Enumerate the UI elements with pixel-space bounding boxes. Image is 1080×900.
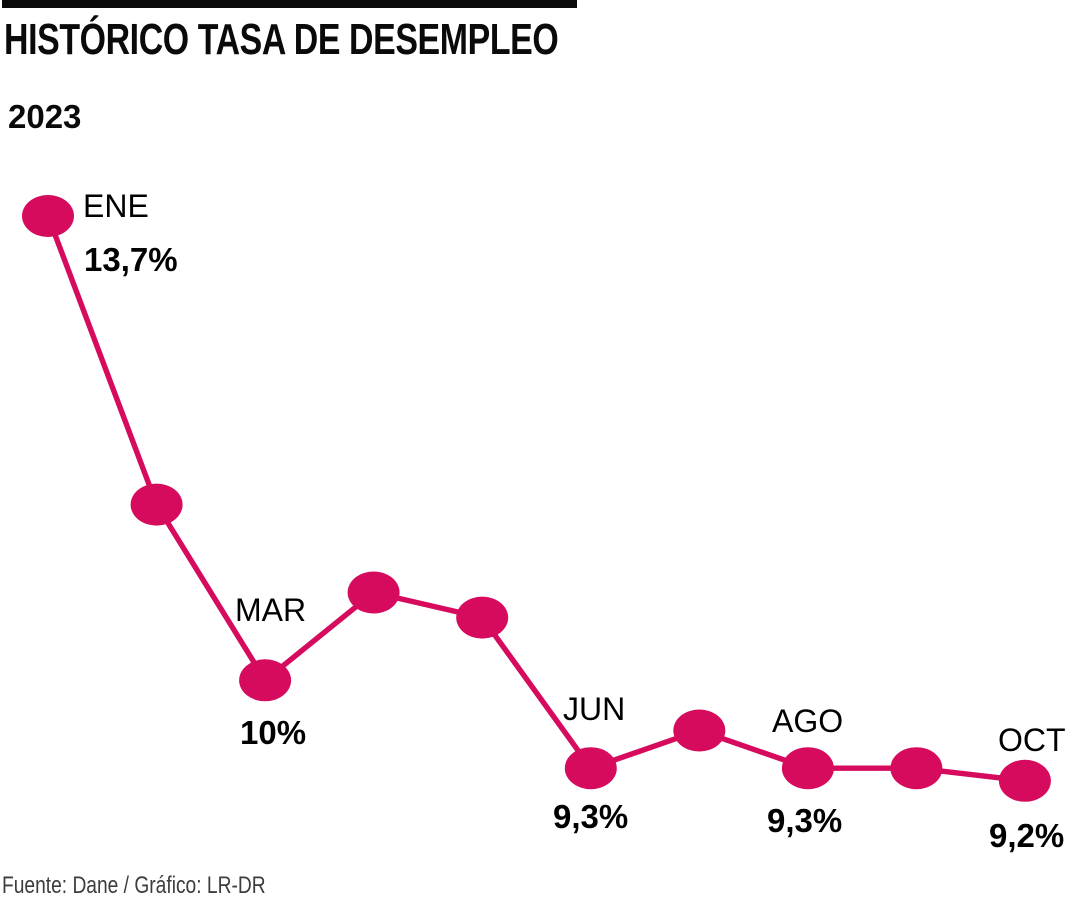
data-point-jul: [673, 709, 726, 752]
year-label: 2023: [8, 98, 82, 135]
data-point-feb: [130, 483, 183, 526]
month-label-ene: ENE: [83, 188, 149, 224]
chart-title: HISTÓRICO TASA DE DESEMPLEO: [4, 15, 559, 64]
data-point-abr: [347, 571, 400, 614]
data-point-sep: [890, 747, 943, 790]
month-label-jun: JUN: [563, 691, 626, 727]
trend-line: [45, 215, 1026, 784]
value-label-oct: 9,2%: [989, 817, 1065, 854]
month-label-mar: MAR: [235, 592, 307, 628]
value-label-mar: 10%: [240, 714, 307, 751]
month-label-oct: OCT: [998, 722, 1066, 758]
data-point-may: [456, 596, 509, 639]
source-credit: Fuente: Dane / Gráfico: LR-DR: [2, 872, 266, 899]
data-point-ene: [22, 195, 74, 237]
value-label-ago: 9,3%: [767, 802, 843, 839]
data-point-mar: [239, 659, 292, 702]
value-label-jun: 9,3%: [553, 798, 629, 835]
value-label-ene: 13,7%: [84, 241, 178, 278]
data-point-oct: [998, 759, 1051, 802]
data-point-ago: [781, 747, 834, 790]
data-point-jun: [564, 747, 617, 790]
month-label-ago: AGO: [772, 703, 844, 739]
title-rule: [2, 0, 577, 8]
